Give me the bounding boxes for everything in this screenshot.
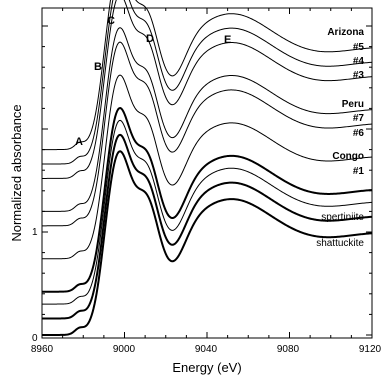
spectrum-line-7	[42, 27, 373, 212]
spectrum-line-4	[42, 0, 373, 165]
spectrum-line-unlabeled-7	[42, 119, 373, 305]
x-axis-title: Energy (eV)	[172, 360, 241, 375]
spectrum-line-unlabeled-9	[42, 150, 373, 336]
spectrum-line-5	[42, 0, 373, 151]
series-label-spertiniite: spertiniite	[321, 212, 364, 223]
spectra-curves	[42, 0, 373, 336]
series-label-7: #7	[353, 113, 365, 124]
series-label-6: #6	[353, 128, 365, 139]
series-label-1: #1	[353, 166, 365, 177]
group-label-arizona: Arizona	[327, 27, 364, 38]
group-label-congo: Congo	[332, 151, 364, 162]
series-label-shattuckite: shattuckite	[316, 238, 364, 249]
series-label-5: #5	[353, 42, 365, 53]
spectrum-line-shattuckite	[42, 133, 373, 320]
spectrum-line-spertiniite	[42, 107, 373, 293]
y-tick-1: 1	[32, 227, 38, 238]
x-tick-8960: 8960	[31, 344, 54, 355]
peak-label-b: B	[94, 61, 102, 73]
group-label-peru: Peru	[342, 99, 364, 110]
spectrum-line-1	[42, 74, 373, 260]
x-tick-9080: 9080	[277, 344, 300, 355]
spectrum-line-6	[42, 41, 373, 227]
x-tick-9040: 9040	[195, 344, 218, 355]
y-tick-0: 0	[32, 333, 38, 344]
x-tick-9120: 9120	[359, 344, 382, 355]
plot-frame	[41, 7, 373, 339]
y-axis-title: Normalized absorbance	[9, 104, 24, 241]
spectrum-line-3	[42, 0, 373, 179]
peak-label-c: C	[107, 15, 115, 27]
peak-label-d: D	[146, 33, 154, 45]
peak-label-a: A	[75, 136, 83, 148]
axis-ticks	[41, 8, 373, 338]
series-label-4: #4	[353, 56, 365, 67]
series-label-3: #3	[353, 70, 365, 81]
peak-label-e: E	[224, 34, 231, 46]
x-tick-9000: 9000	[113, 344, 136, 355]
